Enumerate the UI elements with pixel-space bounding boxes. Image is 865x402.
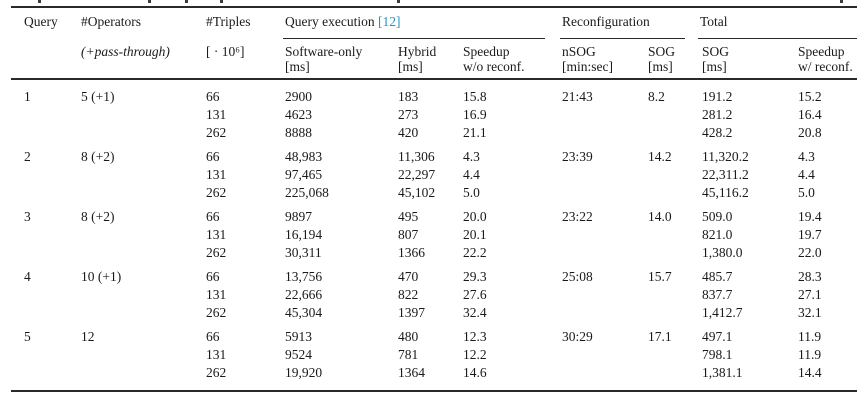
table-row: 1 5 (+1) 66 131 262 2900 4623 8888 183 2…	[0, 88, 865, 142]
header-triples-unit: [ · 10⁶]	[206, 44, 245, 59]
cell-operators: 5 (+1)	[81, 89, 115, 104]
table-row: 3 8 (+2) 66 131 262 9897 16,194 30,311 4…	[0, 208, 865, 262]
cell-nsog: 23:39	[562, 149, 593, 164]
cell-query: 1	[24, 89, 31, 104]
cell-operators: 8 (+2)	[81, 209, 115, 224]
clipped-caption-fragment	[220, 0, 223, 3]
cell-total-sog-ms: 497.1 798.1 1,381.1	[702, 329, 743, 380]
cell-nsog: 23:22	[562, 209, 593, 224]
cell-query: 4	[24, 269, 31, 284]
header-group-reconfiguration: Reconfiguration	[562, 14, 650, 29]
cell-triples: 66 131 262	[206, 209, 227, 260]
header-nsog: nSOG [min:sec]	[562, 44, 613, 74]
clipped-caption-fragment	[185, 0, 188, 3]
header-group-total: Total	[700, 14, 728, 29]
cell-sog-ms: 8.2	[648, 89, 665, 104]
header-speedup-wo-reconf: Speedup w/o reconf.	[463, 44, 525, 74]
header-software-only: Software-only [ms]	[285, 44, 363, 74]
reconfiguration-group-rule	[560, 38, 685, 40]
cell-speedup-wo-reconf: 4.3 4.4 5.0	[463, 149, 480, 200]
cell-speedup-w-reconf: 28.3 27.1 32.1	[798, 269, 822, 320]
header-query: Query	[24, 14, 58, 29]
cell-triples: 66 131 262	[206, 149, 227, 200]
header-sog: SOG [ms]	[648, 44, 676, 74]
citation-link[interactable]: [12]	[377, 14, 401, 29]
table-body: 1 5 (+1) 66 131 262 2900 4623 8888 183 2…	[0, 88, 865, 388]
clipped-caption-fragment	[840, 0, 843, 3]
cell-triples: 66 131 262	[206, 89, 227, 140]
clipped-caption-fragment	[38, 0, 41, 3]
cell-hybrid-ms: 470 822 1397	[398, 269, 425, 320]
table-bottom-rule	[11, 390, 857, 392]
header-sub-row: (+pass-through) [ · 10⁶] Software-only […	[0, 44, 865, 74]
table-row: 2 8 (+2) 66 131 262 48,983 97,465 225,06…	[0, 148, 865, 202]
cell-software-only-ms: 2900 4623 8888	[285, 89, 312, 140]
cell-nsog: 25:08	[562, 269, 593, 284]
cell-hybrid-ms: 480 781 1364	[398, 329, 425, 380]
cell-query: 2	[24, 149, 31, 164]
cell-sog-ms: 14.2	[648, 149, 672, 164]
cell-speedup-wo-reconf: 12.3 12.2 14.6	[463, 329, 487, 380]
cell-speedup-w-reconf: 4.3 4.4 5.0	[798, 149, 815, 200]
cell-operators: 8 (+2)	[81, 149, 115, 164]
clipped-caption-fragment	[397, 0, 400, 3]
clipped-caption-fragment	[148, 0, 151, 3]
cell-hybrid-ms: 11,306 22,297 45,102	[398, 149, 436, 200]
cell-sog-ms: 14.0	[648, 209, 672, 224]
cell-operators: 12	[81, 329, 95, 344]
header-speedup-w-reconf: Speedup w/ reconf.	[798, 44, 853, 74]
header-total-sog: SOG [ms]	[702, 44, 730, 74]
cell-total-sog-ms: 485.7 837.7 1,412.7	[702, 269, 743, 320]
cell-triples: 66 131 262	[206, 329, 227, 380]
cell-nsog: 21:43	[562, 89, 593, 104]
header-group-query-execution-label: Query execution	[285, 14, 378, 29]
cell-nsog: 30:29	[562, 329, 593, 344]
cell-software-only-ms: 48,983 97,465 225,068	[285, 149, 329, 200]
header-hybrid: Hybrid [ms]	[398, 44, 437, 74]
table-row: 5 12 66 131 262 5913 9524 19,920 480 781…	[0, 328, 865, 382]
cell-software-only-ms: 9897 16,194 30,311	[285, 209, 323, 260]
cell-total-sog-ms: 509.0 821.0 1,380.0	[702, 209, 743, 260]
total-group-rule	[698, 38, 857, 40]
table-top-rule	[11, 6, 857, 8]
cell-speedup-w-reconf: 15.2 16.4 20.8	[798, 89, 822, 140]
cell-sog-ms: 17.1	[648, 329, 672, 344]
header-group-query-execution: Query execution [12]	[285, 13, 562, 30]
table-row: 4 10 (+1) 66 131 262 13,756 22,666 45,30…	[0, 268, 865, 322]
cell-total-sog-ms: 11,320.2 22,311.2 45,116.2	[702, 149, 749, 200]
header-group-row: Query #Operators #Triples Query executio…	[0, 13, 865, 30]
header-bottom-rule	[11, 78, 857, 80]
cell-total-sog-ms: 191.2 281.2 428.2	[702, 89, 733, 140]
cell-hybrid-ms: 183 273 420	[398, 89, 419, 140]
cell-query: 3	[24, 209, 31, 224]
header-pass-through: (+pass-through)	[81, 44, 170, 59]
cell-software-only-ms: 13,756 22,666 45,304	[285, 269, 323, 320]
cell-speedup-w-reconf: 19.4 19.7 22.0	[798, 209, 822, 260]
cell-hybrid-ms: 495 807 1366	[398, 209, 425, 260]
cell-query: 5	[24, 329, 31, 344]
cell-speedup-w-reconf: 11.9 11.9 14.4	[798, 329, 822, 380]
cell-speedup-wo-reconf: 15.8 16.9 21.1	[463, 89, 487, 140]
cell-speedup-wo-reconf: 29.3 27.6 32.4	[463, 269, 487, 320]
header-triples: #Triples	[206, 14, 251, 29]
header-operators: #Operators	[81, 14, 141, 29]
cell-triples: 66 131 262	[206, 269, 227, 320]
cell-operators: 10 (+1)	[81, 269, 122, 284]
cell-software-only-ms: 5913 9524 19,920	[285, 329, 323, 380]
cell-speedup-wo-reconf: 20.0 20.1 22.2	[463, 209, 487, 260]
query-execution-group-rule	[283, 38, 545, 40]
cell-sog-ms: 15.7	[648, 269, 672, 284]
